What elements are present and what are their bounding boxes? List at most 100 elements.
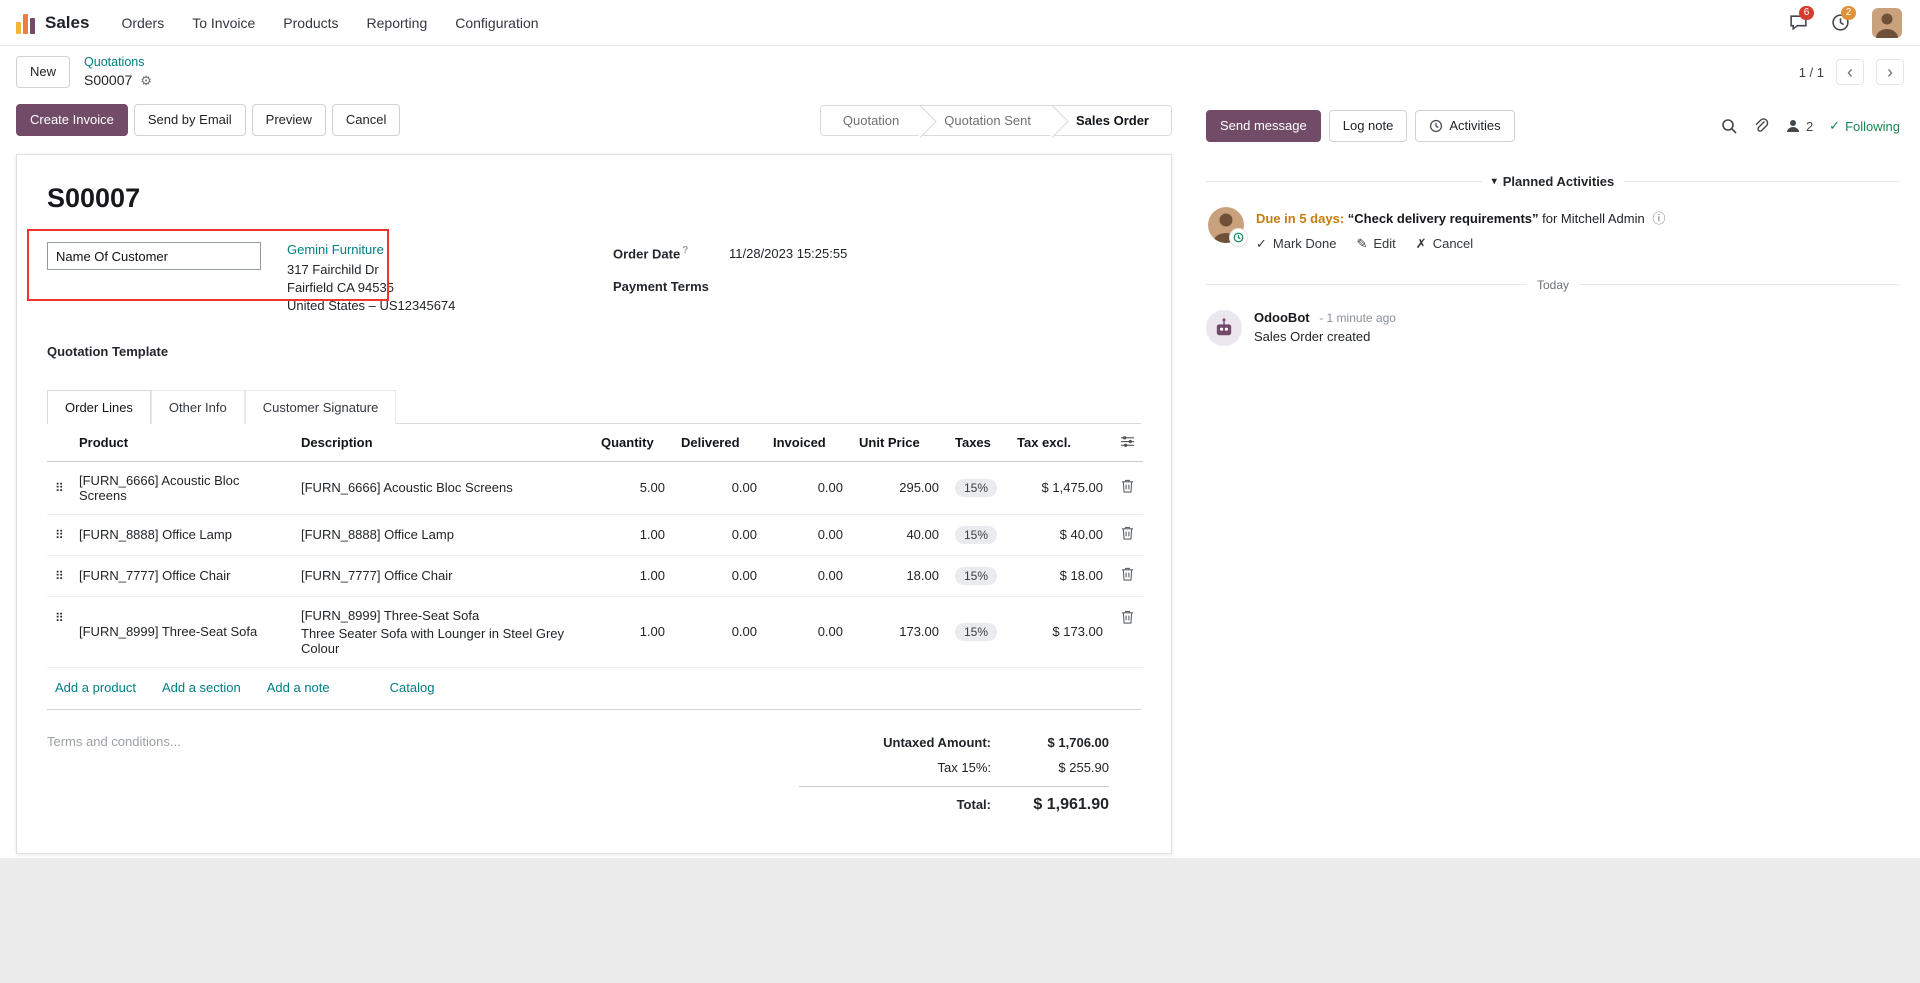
cell-tax-excl[interactable]: $ 18.00 bbox=[1009, 555, 1111, 597]
odoo-logo-icon[interactable] bbox=[16, 12, 35, 34]
stage-quotation-sent[interactable]: Quotation Sent bbox=[922, 104, 1054, 136]
cancel-button[interactable]: Cancel bbox=[331, 104, 401, 136]
followers-button[interactable]: 2 bbox=[1785, 118, 1813, 134]
header-product[interactable]: Product bbox=[71, 423, 293, 462]
activities-clock-icon[interactable]: 2 bbox=[1830, 5, 1856, 33]
menu-configuration[interactable]: Configuration bbox=[455, 14, 539, 31]
header-unit-price[interactable]: Unit Price bbox=[851, 423, 947, 462]
tab-order-lines[interactable]: Order Lines bbox=[47, 389, 151, 424]
create-invoice-button[interactable]: Create Invoice bbox=[16, 104, 128, 136]
delete-row-button[interactable] bbox=[1111, 514, 1143, 556]
cell-unit-price[interactable]: 295.00 bbox=[851, 461, 947, 515]
cell-taxes[interactable]: 15% bbox=[947, 555, 1009, 597]
catalog-link[interactable]: Catalog bbox=[389, 679, 435, 695]
cell-delivered[interactable]: 0.00 bbox=[673, 555, 765, 597]
cell-tax-excl[interactable]: $ 40.00 bbox=[1009, 514, 1111, 556]
drag-handle-icon[interactable]: ⠿ bbox=[47, 461, 71, 515]
header-taxes[interactable]: Taxes bbox=[947, 423, 1009, 462]
breadcrumb-quotations[interactable]: Quotations bbox=[84, 55, 145, 70]
edit-activity-button[interactable]: ✎ Edit bbox=[1356, 235, 1396, 252]
pager-previous-icon[interactable]: ‹ bbox=[1836, 59, 1864, 85]
cell-invoiced[interactable]: 0.00 bbox=[765, 514, 851, 556]
cell-description[interactable]: [FURN_6666] Acoustic Bloc Screens bbox=[293, 461, 593, 515]
cell-description[interactable]: [FURN_7777] Office Chair bbox=[293, 555, 593, 597]
cell-invoiced[interactable]: 0.00 bbox=[765, 461, 851, 515]
add-a-section-link[interactable]: Add a section bbox=[161, 679, 241, 695]
tab-other-info[interactable]: Other Info bbox=[150, 389, 245, 424]
log-note-button[interactable]: Log note bbox=[1328, 110, 1408, 142]
cell-tax-excl[interactable]: $ 173.00 bbox=[1009, 596, 1111, 668]
activities-button[interactable]: Activities bbox=[1415, 110, 1515, 142]
header-options[interactable] bbox=[1111, 423, 1143, 462]
cell-tax-excl[interactable]: $ 1,475.00 bbox=[1009, 461, 1111, 515]
menu-to-invoice[interactable]: To Invoice bbox=[192, 14, 256, 31]
header-invoiced[interactable]: Invoiced bbox=[765, 423, 851, 462]
cell-product[interactable]: [FURN_8999] Three-Seat Sofa bbox=[71, 596, 293, 668]
cell-quantity[interactable]: 1.00 bbox=[593, 514, 673, 556]
cell-description[interactable]: [FURN_8999] Three-Seat Sofa Three Seater… bbox=[293, 596, 593, 668]
tab-customer-signature[interactable]: Customer Signature bbox=[244, 389, 397, 424]
odoobot-avatar[interactable] bbox=[1206, 309, 1242, 346]
cell-delivered[interactable]: 0.00 bbox=[673, 596, 765, 668]
send-message-button[interactable]: Send message bbox=[1206, 110, 1321, 142]
cell-quantity[interactable]: 1.00 bbox=[593, 555, 673, 597]
add-a-note-link[interactable]: Add a note bbox=[266, 679, 330, 695]
cell-unit-price[interactable]: 18.00 bbox=[851, 555, 947, 597]
new-button[interactable]: New bbox=[16, 56, 71, 88]
cell-invoiced[interactable]: 0.00 bbox=[765, 555, 851, 597]
drag-handle-icon[interactable]: ⠿ bbox=[47, 514, 71, 556]
header-tax-excl[interactable]: Tax excl. bbox=[1009, 423, 1111, 462]
delete-row-button[interactable] bbox=[1111, 596, 1143, 668]
header-description[interactable]: Description bbox=[293, 423, 593, 462]
customer-input[interactable] bbox=[47, 242, 261, 270]
cell-quantity[interactable]: 1.00 bbox=[593, 596, 673, 668]
attachments-button[interactable] bbox=[1753, 118, 1769, 134]
delete-row-button[interactable] bbox=[1111, 555, 1143, 597]
message-author[interactable]: OdooBot bbox=[1254, 309, 1310, 325]
cell-taxes[interactable]: 15% bbox=[947, 514, 1009, 556]
stage-quotation[interactable]: Quotation bbox=[819, 104, 923, 136]
cell-delivered[interactable]: 0.00 bbox=[673, 461, 765, 515]
following-toggle[interactable]: ✓ Following bbox=[1829, 118, 1900, 134]
cancel-activity-button[interactable]: ✗ Cancel bbox=[1415, 235, 1474, 252]
header-delivered[interactable]: Delivered bbox=[673, 423, 765, 462]
preview-button[interactable]: Preview bbox=[251, 104, 326, 136]
planned-activities-title[interactable]: ▾ Planned Activities bbox=[1491, 174, 1615, 189]
add-a-product-link[interactable]: Add a product bbox=[55, 679, 136, 695]
drag-handle-icon[interactable]: ⠿ bbox=[47, 596, 71, 668]
cell-delivered[interactable]: 0.00 bbox=[673, 514, 765, 556]
terms-placeholder[interactable]: Terms and conditions... bbox=[47, 733, 181, 749]
cell-description[interactable]: [FURN_8888] Office Lamp bbox=[293, 514, 593, 556]
cell-quantity[interactable]: 5.00 bbox=[593, 461, 673, 515]
cell-invoiced[interactable]: 0.00 bbox=[765, 596, 851, 668]
mark-done-button[interactable]: ✓ Mark Done bbox=[1256, 235, 1337, 252]
cell-product[interactable]: [FURN_7777] Office Chair bbox=[71, 555, 293, 597]
messages-icon[interactable]: 6 bbox=[1788, 5, 1814, 33]
menu-products[interactable]: Products bbox=[283, 14, 339, 31]
check-icon: ✓ bbox=[1256, 235, 1267, 251]
cell-product[interactable]: [FURN_8888] Office Lamp bbox=[71, 514, 293, 556]
user-avatar[interactable] bbox=[1872, 7, 1902, 38]
activity-avatar[interactable] bbox=[1208, 207, 1247, 246]
info-icon[interactable]: ⓘ bbox=[1652, 211, 1666, 226]
cell-product[interactable]: [FURN_6666] Acoustic Bloc Screens bbox=[71, 461, 293, 515]
app-name[interactable]: Sales bbox=[45, 12, 90, 32]
search-messages-button[interactable] bbox=[1721, 118, 1737, 134]
drag-handle-icon[interactable]: ⠿ bbox=[47, 555, 71, 597]
menu-orders[interactable]: Orders bbox=[121, 14, 165, 31]
order-date-value[interactable]: 11/28/2023 15:25:55 bbox=[729, 246, 848, 262]
delete-row-button[interactable] bbox=[1111, 461, 1143, 515]
check-icon: ✓ bbox=[1829, 118, 1841, 133]
pager-next-icon[interactable]: › bbox=[1876, 59, 1904, 85]
send-by-email-button[interactable]: Send by Email bbox=[133, 104, 246, 136]
cell-taxes[interactable]: 15% bbox=[947, 461, 1009, 515]
cell-unit-price[interactable]: 40.00 bbox=[851, 514, 947, 556]
cell-unit-price[interactable]: 173.00 bbox=[851, 596, 947, 668]
cell-taxes[interactable]: 15% bbox=[947, 596, 1009, 668]
quotation-template-label[interactable]: Quotation Template bbox=[47, 343, 169, 359]
menu-reporting[interactable]: Reporting bbox=[366, 14, 428, 31]
stage-sales-order[interactable]: Sales Order bbox=[1054, 104, 1172, 136]
customer-name-link[interactable]: Gemini Furniture bbox=[287, 242, 384, 257]
header-quantity[interactable]: Quantity bbox=[593, 423, 673, 462]
action-gear-icon[interactable]: ⚙ bbox=[140, 72, 152, 88]
